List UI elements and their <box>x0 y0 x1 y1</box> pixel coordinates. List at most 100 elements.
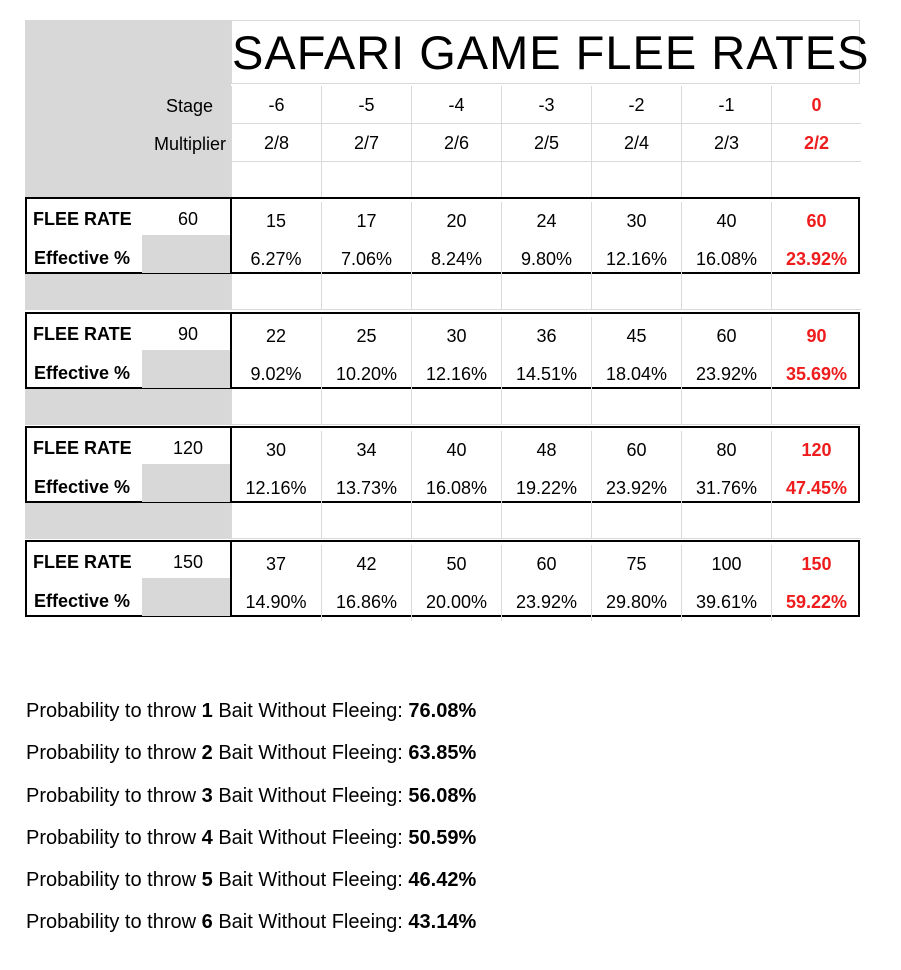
multiplier-label: Multiplier <box>153 134 226 154</box>
stage-label: Stage <box>165 96 213 116</box>
flee-rate-label: FLEE RATE <box>33 324 132 344</box>
flee-rate-cell: 100 <box>681 545 771 583</box>
flee-rate-cell: 17 <box>321 202 411 240</box>
probability-middle: Bait Without Fleeing: <box>212 700 409 722</box>
empty-cell <box>321 389 411 425</box>
effective-cell: 7.06% <box>321 240 411 278</box>
effective-cell: 8.24% <box>411 240 501 278</box>
probability-middle: Bait Without Fleeing: <box>212 742 409 764</box>
base-flee-value: 120 <box>172 438 204 458</box>
base-flee-value: 60 <box>177 209 199 229</box>
effective-cell: 14.51% <box>501 355 591 393</box>
bait-count: 1 <box>201 700 213 722</box>
flee-rate-label: FLEE RATE <box>33 438 132 458</box>
empty-cell <box>411 274 501 310</box>
spacer-grey-cell <box>25 389 231 425</box>
bait-count: 3 <box>201 785 213 807</box>
probability-line: Probability to throw 4 Bait Without Flee… <box>26 827 476 850</box>
effective-cell: 18.04% <box>591 355 681 393</box>
flee-rate-block <box>25 540 860 617</box>
probability-value: 43.14% <box>408 911 477 933</box>
empty-cell <box>771 274 861 310</box>
effective-label: Effective % <box>34 248 131 268</box>
probability-middle: Bait Without Fleeing: <box>212 827 409 849</box>
bait-count: 4 <box>201 827 213 849</box>
effective-cell: 19.22% <box>501 469 591 507</box>
probability-middle: Bait Without Fleeing: <box>212 911 409 933</box>
flee-rate-cell: 75 <box>591 545 681 583</box>
block-divider <box>230 197 232 274</box>
effective-cell: 23.92% <box>591 469 681 507</box>
multiplier-cell: 2/6 <box>411 124 501 162</box>
stage-cell: 0 <box>771 86 861 124</box>
probability-prefix: Probability to throw <box>26 869 202 891</box>
multiplier-cell: 2/5 <box>501 124 591 162</box>
flee-rate-block <box>25 312 860 389</box>
empty-cell <box>681 162 771 198</box>
flee-rate-cell: 120 <box>771 431 861 469</box>
empty-cell <box>771 162 861 198</box>
effective-cell: 16.86% <box>321 583 411 621</box>
flee-rate-block <box>25 197 860 274</box>
flee-rate-cell: 45 <box>591 317 681 355</box>
flee-rate-cell: 30 <box>265 440 287 460</box>
effective-cell: 12.16% <box>591 240 681 278</box>
empty-cell <box>321 162 411 198</box>
effective-label: Effective % <box>34 363 131 383</box>
flee-rate-cell: 24 <box>501 202 591 240</box>
flee-rate-cell: 34 <box>321 431 411 469</box>
effective-grey-cell <box>142 235 231 273</box>
effective-cell: 13.73% <box>321 469 411 507</box>
flee-rate-cell: 20 <box>411 202 501 240</box>
stage-cell: -1 <box>681 86 771 124</box>
probability-value: 50.59% <box>408 827 477 849</box>
empty-cell <box>501 162 591 198</box>
bait-count: 5 <box>201 869 213 891</box>
probability-line: Probability to throw 2 Bait Without Flee… <box>26 742 476 765</box>
probability-line: Probability to throw 1 Bait Without Flee… <box>26 700 476 723</box>
multiplier-cell: 2/2 <box>771 124 861 162</box>
bait-count: 2 <box>201 742 213 764</box>
effective-cell: 12.16% <box>245 478 307 498</box>
empty-cell <box>231 389 321 425</box>
flee-rate-cell: 90 <box>771 317 861 355</box>
empty-cell <box>591 503 681 539</box>
header-grey-block <box>25 20 231 198</box>
empty-cell <box>411 162 501 198</box>
effective-cell: 16.08% <box>681 240 771 278</box>
effective-cell: 20.00% <box>411 583 501 621</box>
stage-cell: -3 <box>501 86 591 124</box>
effective-label: Effective % <box>34 477 131 497</box>
flee-rate-cell: 150 <box>771 545 861 583</box>
empty-cell <box>231 162 321 198</box>
stage-cell: -6 <box>231 86 321 124</box>
spacer-grey-cell <box>25 274 231 310</box>
probability-middle: Bait Without Fleeing: <box>212 785 409 807</box>
flee-rate-cell: 40 <box>411 431 501 469</box>
effective-grey-cell <box>142 578 231 616</box>
empty-cell <box>411 389 501 425</box>
flee-rate-label: FLEE RATE <box>33 209 132 229</box>
multiplier-cell: 2/7 <box>321 124 411 162</box>
empty-cell <box>681 389 771 425</box>
flee-rate-cell: 50 <box>411 545 501 583</box>
effective-cell: 16.08% <box>411 469 501 507</box>
base-flee-value: 150 <box>172 552 204 572</box>
effective-cell: 23.92% <box>501 583 591 621</box>
probability-line: Probability to throw 5 Bait Without Flee… <box>26 869 476 892</box>
stage-cell: -4 <box>411 86 501 124</box>
empty-cell <box>411 503 501 539</box>
effective-label: Effective % <box>34 591 131 611</box>
multiplier-cell: 2/4 <box>591 124 681 162</box>
stage-cell: -2 <box>591 86 681 124</box>
multiplier-cell: 2/8 <box>231 124 321 162</box>
flee-rate-cell: 36 <box>501 317 591 355</box>
spacer-grey-cell <box>25 503 231 539</box>
page-title: SAFARI GAME FLEE RATES <box>231 20 869 84</box>
base-flee-value: 90 <box>177 324 199 344</box>
effective-cell: 9.02% <box>250 364 302 384</box>
empty-cell <box>501 503 591 539</box>
probability-middle: Bait Without Fleeing: <box>212 869 409 891</box>
flee-rate-cell: 60 <box>681 317 771 355</box>
